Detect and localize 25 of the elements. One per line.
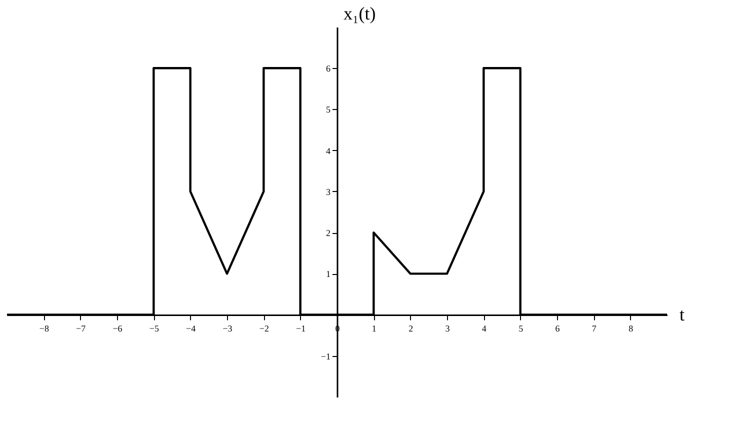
- x-tick-label: 6: [555, 323, 560, 334]
- x-tick-label: −6: [112, 323, 123, 334]
- x-tick-label: −1: [296, 323, 306, 334]
- x-axis-title: t: [680, 304, 685, 324]
- y-tick-label: 2: [326, 228, 330, 238]
- x-tick-label: 1: [372, 323, 376, 334]
- x-tick-label: −3: [222, 323, 233, 334]
- y-tick-label: 3: [326, 186, 331, 197]
- x-tick-label: −2: [259, 323, 269, 334]
- x-tick-label: 7: [592, 323, 597, 334]
- x-tick-label: 5: [518, 323, 524, 334]
- x-tick-label: −4: [186, 323, 196, 334]
- x-tick-label: 4: [482, 323, 487, 334]
- y-axis-title: x₁(t): [344, 4, 376, 24]
- x-tick-label: −7: [76, 323, 86, 334]
- y-tick-label: 5: [326, 104, 331, 115]
- x-tick-label: 3: [445, 323, 450, 334]
- x-tick-label: 8: [628, 323, 634, 334]
- y-tick-label: 4: [326, 146, 331, 156]
- y-tick-label: 6: [326, 64, 331, 74]
- x-tick-label: −5: [149, 323, 160, 334]
- y-tick-label: −1: [320, 351, 330, 362]
- x-tick-label: 2: [408, 323, 414, 334]
- y-tick-label: 1: [326, 269, 330, 280]
- x-tick-label: −8: [39, 323, 50, 334]
